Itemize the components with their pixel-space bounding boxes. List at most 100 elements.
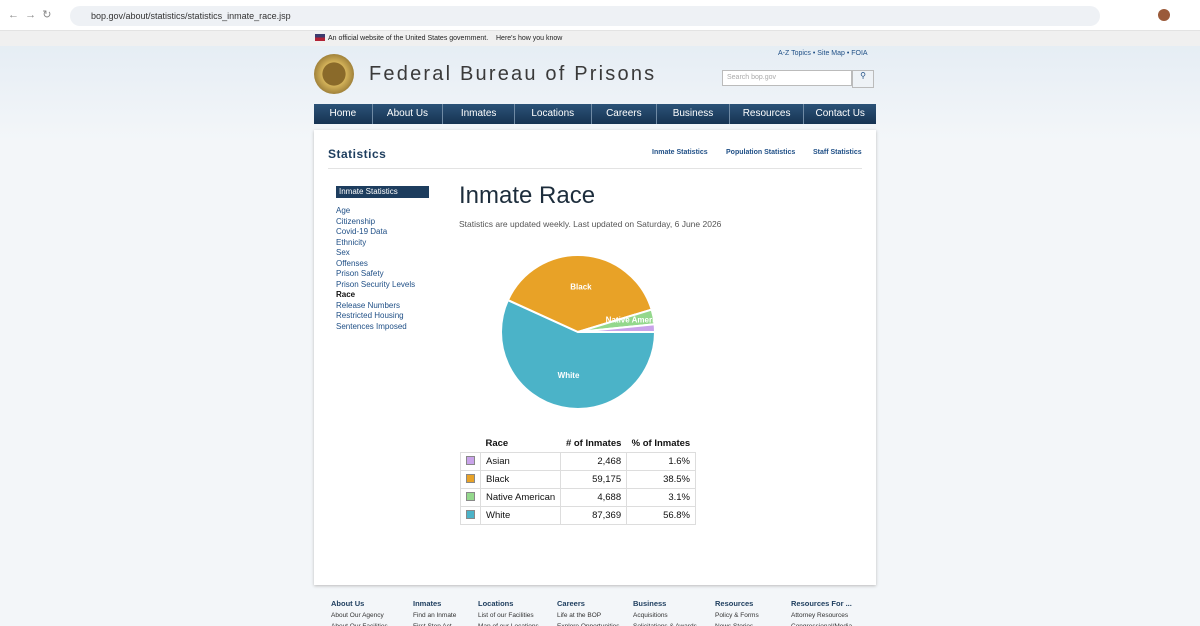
cell: 4,688 (560, 488, 628, 507)
sidebar-link[interactable]: Citizenship (336, 216, 376, 226)
cell: Black (479, 470, 562, 489)
sidebar-link[interactable]: Offenses (336, 258, 368, 268)
utility-link[interactable]: Site Map (817, 50, 845, 57)
content-panel: Statistics Inmate Statistics Population … (314, 130, 876, 585)
address-bar[interactable]: bop.gov/about/statistics/statistics_inma… (70, 6, 1100, 26)
nav-item[interactable]: Inmates (443, 104, 515, 124)
nav-item[interactable]: Locations (515, 104, 592, 124)
nav-item[interactable]: Business (657, 104, 730, 124)
nav-item[interactable]: Contact Us (815, 108, 865, 119)
section-tab[interactable]: Population Statistics (726, 149, 796, 156)
column-header: Race (485, 437, 509, 449)
footer-column: Resources Policy & Forms News Stories (715, 599, 759, 626)
footer-column: About Us About Our Agency About Our Facili… (331, 599, 388, 626)
profile-icon[interactable] (1158, 9, 1170, 21)
banner-text: An official website of the United States… (328, 35, 489, 42)
flag (315, 34, 325, 41)
footer-link[interactable]: Explore Opportunities (557, 623, 620, 626)
sidebar-list: Age Citizenship Covid-19 Data Ethnicity … (336, 206, 415, 332)
pie-slice (500, 298, 657, 410)
search-input[interactable]: Search bop.gov (722, 70, 852, 86)
footer-heading[interactable]: Resources For ... (791, 599, 852, 608)
gov-banner: An official website of the United States… (0, 31, 1200, 46)
update-note: Statistics are updated weekly. Last upda… (459, 219, 722, 229)
utility-link[interactable]: A-Z Topics (778, 50, 811, 57)
footer-link[interactable]: Attorney Resources (791, 612, 849, 619)
slice-label: Native American (606, 315, 669, 324)
footer-link[interactable]: Policy & Forms (715, 612, 759, 619)
nav-item[interactable]: Careers (592, 104, 658, 124)
site-title[interactable]: Federal Bureau of Prisons (369, 63, 657, 85)
sidebar-link[interactable]: Prison Security Levels (336, 279, 416, 289)
slice-label: White (558, 371, 580, 380)
nav-buttons[interactable]: ← → ↻ (8, 9, 52, 21)
sidebar-link[interactable]: Sex (336, 248, 350, 257)
footer-link[interactable]: Life at the BOP (557, 612, 602, 619)
swatch (466, 455, 475, 465)
footer-column: Resources For ... Attorney Resources Congr… (791, 599, 852, 626)
footer-heading[interactable]: Locations (478, 599, 514, 608)
sidebar-link-current[interactable]: Race (336, 290, 356, 299)
table-row: White 87,369 56.8% (460, 506, 696, 525)
race-table: Race # of Inmates % of Inmates Asian 2,46… (460, 434, 696, 525)
search-button[interactable]: ⚲ (852, 70, 874, 88)
nav-item[interactable]: Home (314, 104, 373, 124)
slice-label: Black (570, 283, 592, 292)
cell: Native American (479, 488, 562, 507)
footer-link[interactable]: About Our Agency (331, 612, 384, 619)
cell: 38.5% (626, 470, 696, 489)
footer-link[interactable]: Solicitations & Awards (633, 623, 697, 626)
footer-column: Business Acquisitions Solicitations & Awar… (633, 599, 697, 626)
cell: 2,468 (560, 452, 628, 471)
browser-toolbar: ← → ↻ bop.gov/about/statistics/statistic… (0, 0, 1200, 31)
cell: Asian (479, 452, 562, 471)
footer-column: Inmates Find an Inmate First Step Act (413, 599, 456, 626)
sidebar-link[interactable]: Prison Safety (336, 269, 384, 278)
sidebar-link[interactable]: Sentences Imposed (336, 321, 407, 331)
footer-link[interactable]: First Step Act (413, 623, 456, 626)
utility-link[interactable]: FOIA (851, 50, 868, 57)
section-tab[interactable]: Staff Statistics (813, 149, 862, 156)
footer-heading[interactable]: Careers (557, 599, 585, 608)
cell: 1.6% (626, 452, 696, 471)
sidebar-link[interactable]: Age (336, 206, 351, 215)
nav-item[interactable]: Resources (730, 104, 805, 124)
footer-heading[interactable]: Business (633, 599, 667, 608)
footer-heading[interactable]: Inmates (413, 599, 442, 608)
cell: 56.8% (626, 506, 696, 525)
footer-link[interactable]: About Our Facilities (331, 623, 388, 626)
table-row: Asian 2,468 1.6% (460, 452, 696, 471)
footer-link[interactable]: News Stories (715, 623, 759, 626)
pie-slice (506, 254, 653, 334)
section-tab[interactable]: Inmate Statistics (652, 149, 708, 156)
cell: 87,369 (560, 506, 628, 525)
footer-link[interactable]: Acquisitions (633, 612, 668, 619)
sidebar-link[interactable]: Restricted Housing (336, 311, 404, 320)
sidebar-link[interactable]: Release Numbers (336, 300, 401, 310)
sidebar-link[interactable]: Ethnicity (336, 237, 367, 247)
footer-column: Careers Life at the BOP Explore Opportunit… (557, 599, 620, 626)
nav-item[interactable]: About Us (373, 104, 444, 124)
section-title: Statistics (328, 147, 387, 161)
footer-link[interactable]: List of our Facilities (478, 612, 534, 619)
swatch (466, 491, 475, 501)
footer-heading[interactable]: Resources (715, 599, 754, 608)
column-header: # of Inmates (565, 437, 622, 449)
swatch (466, 473, 475, 483)
pie-slice (577, 323, 657, 333)
pie-chart: White Black Native American (500, 254, 669, 410)
table-row: Black 59,175 38.5% (460, 470, 696, 489)
table-row: Native American 4,688 3.1% (460, 488, 696, 507)
footer-link[interactable]: Map of our Locations (478, 623, 539, 626)
url[interactable]: bop.gov/about/statistics/statistics_inma… (91, 11, 291, 21)
footer-heading[interactable]: About Us (331, 599, 365, 608)
sidebar-link[interactable]: Covid-19 Data (336, 227, 388, 236)
banner-link[interactable]: Here's how you know (496, 35, 563, 42)
footer-link[interactable]: Find an Inmate (413, 612, 457, 619)
footer-link[interactable]: Congressional/Media (791, 623, 852, 626)
main-nav: Home About Us Inmates Locations Careers … (314, 104, 876, 124)
sidebar-heading[interactable]: Inmate Statistics (336, 186, 429, 198)
footer-column: Locations List of our Facilities Map of ou… (478, 599, 539, 626)
column-header: % of Inmates (631, 437, 691, 449)
